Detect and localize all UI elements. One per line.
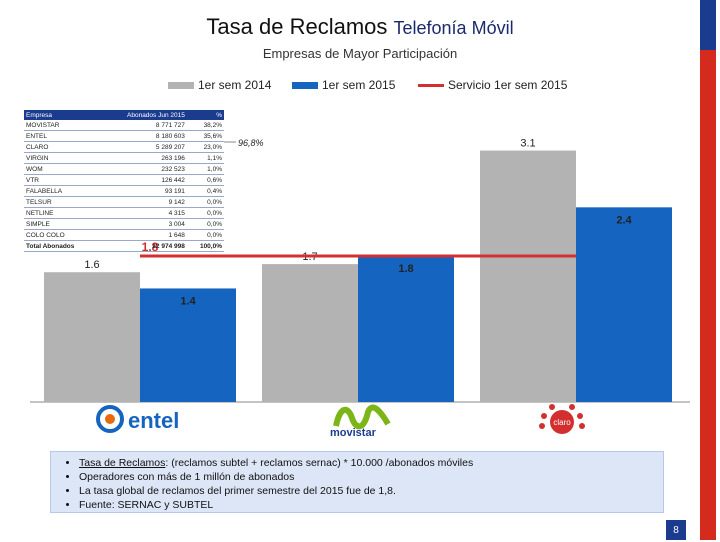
flag-red-stripe [700,50,716,540]
table-cell: 9 142 [98,196,187,208]
table-row: Total Abonados 22 974 998 100,0% [24,240,224,252]
note-item: Fuente: SERNAC y SUBTEL [79,498,663,512]
subscribers-table: Empresa Abonados Jun 2015 % MOVISTAR 8 77… [24,110,224,252]
table-cell: ENTEL [24,130,99,142]
table-cell: 8 180 603 [98,130,187,142]
legend-series2: 1er sem 2015 [292,78,395,92]
entel-logo: entel [96,402,186,436]
table-cell: COLO COLO [24,229,99,241]
page-subtitle: Empresas de Mayor Participación [262,46,458,61]
table-cell: 5 289 207 [98,141,187,153]
legend-swatch-series2 [292,82,318,90]
table-cell: 0,0% [186,196,224,208]
movistar-logo-text: movistar [330,427,377,438]
table-cell: 0,0% [186,229,224,241]
table-cell: VTR [24,174,99,186]
table-cell: 1,0% [186,163,224,175]
table-row: SIMPLE 3 004 0,0% [24,218,224,230]
table-row: VTR 126 442 0,6% [24,174,224,186]
table-row: TELSUR 9 142 0,0% [24,196,224,208]
bar-claro-series2 [576,207,672,402]
note-item: Operadores con más de 1 millón de abonad… [79,470,663,484]
table-cell: 100,0% [186,240,224,252]
data-label-entel-series2: 1.4 [180,295,196,307]
table-cell: 3 004 [98,218,187,230]
table-cell: 35,6% [186,130,224,142]
legend-swatch-line [418,84,444,88]
data-label-entel-series1: 1.6 [84,259,99,271]
table-cell: 1,1% [186,152,224,164]
table-row: WOM 232 523 1,0% [24,163,224,175]
table-cell: 1 648 [98,229,187,241]
table-cell: 23,0% [186,141,224,153]
data-label-movistar-series2: 1.8 [398,263,413,275]
table-cell: 0,0% [186,207,224,219]
flag-blue-stripe [700,0,716,50]
table-header: Empresa [24,110,99,120]
legend-label-series2: 1er sem 2015 [322,78,396,92]
table-cell: 38,2% [186,120,224,131]
note-item: Tasa de Reclamos: (reclamos subtel + rec… [79,456,663,470]
table-cell: NETLINE [24,207,99,219]
table-cell: 93 191 [98,185,187,197]
page-number: 8 [666,520,686,540]
table-cell: 22 974 998 [98,240,187,252]
table-header-row: Empresa Abonados Jun 2015 % [24,110,224,120]
movistar-logo: movistar [326,404,400,439]
bar-claro-series1 [480,150,576,402]
bar-entel-series2 [140,288,236,402]
legend-label-series1: 1er sem 2014 [198,78,272,92]
table-cell: 263 196 [98,152,187,164]
legend-swatch-series1 [168,82,194,90]
table-cell: 8 771 727 [98,120,187,131]
table-cell: 0,0% [186,218,224,230]
table-row: MOVISTAR 8 771 727 38,2% [24,120,224,131]
table-cell: TELSUR [24,196,99,208]
share-label: 96,8% [238,138,264,148]
bar-entel-series1 [44,272,140,402]
note-item: La tasa global de reclamos del primer se… [79,484,663,498]
table-row: FALABELLA 93 191 0,4% [24,185,224,197]
table-row: NETLINE 4 315 0,0% [24,207,224,219]
bar-movistar-series2 [358,256,454,402]
table-cell: MOVISTAR [24,120,99,131]
table-row: ENTEL 8 180 603 35,6% [24,130,224,142]
data-label-claro-series2: 2.4 [616,214,632,226]
table-cell: WOM [24,163,99,175]
title-sub: Telefonía Móvil [393,18,514,38]
table-cell: FALABELLA [24,185,99,197]
table-cell: VIRGIN [24,152,99,164]
legend-label-line: Servicio 1er sem 2015 [448,78,568,92]
table-cell: SIMPLE [24,218,99,230]
table-cell: 0,6% [186,174,224,186]
legend-series1: 1er sem 2014 [168,78,271,92]
legend-line: Servicio 1er sem 2015 [418,78,567,92]
entel-logo-text: entel [128,408,179,433]
note-text: : (reclamos subtel + reclamos sernac) * … [165,457,474,469]
table-header: % [186,110,224,120]
table-cell: 232 523 [98,163,187,175]
table-row: COLO COLO 1 648 0,0% [24,229,224,241]
table-cell: CLARO [24,141,99,153]
table-cell: 4 315 [98,207,187,219]
title-main: Tasa de Reclamos [206,14,388,39]
note-term: Tasa de Reclamos [79,457,166,469]
table-row: CLARO 5 289 207 23,0% [24,141,224,153]
bar-movistar-series1 [262,264,358,402]
claro-logo-text: claro [553,418,571,427]
notes-box: Tasa de Reclamos: (reclamos subtel + rec… [50,451,664,513]
table-row: VIRGIN 263 196 1,1% [24,152,224,164]
table-cell: 0,4% [186,185,224,197]
data-label-claro-series1: 3.1 [520,138,535,150]
table-header: Abonados Jun 2015 [98,110,187,120]
table-cell: Total Abonados [24,240,99,252]
claro-logo: claro [534,402,590,438]
page-title: Tasa de Reclamos Telefonía Móvil [0,14,720,40]
table-cell: 126 442 [98,174,187,186]
